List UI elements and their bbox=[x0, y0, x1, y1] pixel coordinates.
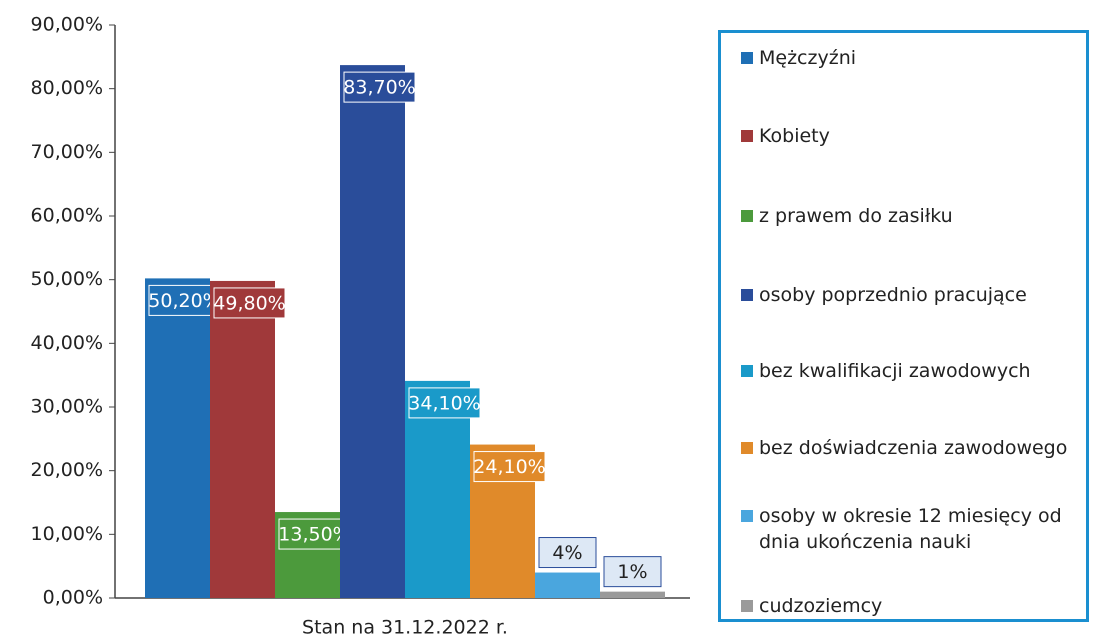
legend-label: osoby w okresie 12 miesięcy od dnia ukoń… bbox=[759, 505, 1062, 553]
data-label: 13,50% bbox=[278, 524, 350, 546]
legend: Mężczyźni Kobiety z prawem do zasiłku osoby… bbox=[718, 30, 1089, 622]
legend-swatch bbox=[741, 210, 753, 222]
legend-label: bez doświadczenia zawodowego bbox=[759, 437, 1068, 459]
data-label: 1% bbox=[617, 561, 647, 583]
legend-entry: Mężczyźni bbox=[741, 45, 1099, 71]
y-tick-label: 90,00% bbox=[31, 14, 103, 36]
data-label-box bbox=[213, 287, 286, 319]
x-tick-label: Stan na 31.12.2022 r. bbox=[302, 617, 508, 639]
legend-label: bez kwalifikacji zawodowych bbox=[759, 360, 1031, 382]
data-label-box bbox=[343, 71, 416, 103]
legend-label: cudzoziemcy bbox=[759, 595, 883, 617]
y-tick-label: 0,00% bbox=[43, 587, 103, 609]
legend-entry: cudzoziemcy bbox=[741, 593, 1099, 619]
data-label: 83,70% bbox=[343, 77, 415, 99]
data-label: 34,10% bbox=[408, 392, 480, 414]
legend-swatch bbox=[741, 52, 753, 64]
bar bbox=[600, 591, 665, 598]
y-tick-label: 30,00% bbox=[31, 396, 103, 418]
y-tick-label: 50,00% bbox=[31, 268, 103, 290]
data-label-box bbox=[538, 537, 597, 569]
data-label-box bbox=[408, 387, 481, 419]
legend-entry: osoby w okresie 12 miesięcy od dnia ukoń… bbox=[741, 503, 1099, 555]
y-tick-label: 10,00% bbox=[31, 523, 103, 545]
legend-swatch bbox=[741, 365, 753, 377]
chart: 0,00% 10,00% 20,00% 30,00% 40,00% 50,00% 60,00… bbox=[31, 14, 690, 639]
bar bbox=[535, 572, 600, 598]
data-label-box bbox=[278, 518, 351, 550]
y-tick-label: 20,00% bbox=[31, 459, 103, 481]
data-label: 49,80% bbox=[213, 292, 285, 314]
legend-entry: bez kwalifikacji zawodowych bbox=[741, 358, 1099, 384]
data-label: 24,10% bbox=[473, 456, 545, 478]
y-tick-label: 70,00% bbox=[31, 141, 103, 163]
bar bbox=[145, 278, 210, 598]
legend-label: Mężczyźni bbox=[759, 47, 857, 69]
y-tick-label: 40,00% bbox=[31, 332, 103, 354]
legend-entry: osoby poprzednio pracujące bbox=[741, 282, 1099, 308]
legend-swatch bbox=[741, 600, 753, 612]
bar bbox=[340, 65, 405, 599]
legend-swatch bbox=[741, 510, 753, 522]
y-tick-label: 60,00% bbox=[31, 205, 103, 227]
data-label-box bbox=[148, 284, 221, 316]
legend-label: z prawem do zasiłku bbox=[759, 205, 953, 227]
y-tick-label: 80,00% bbox=[31, 77, 103, 99]
legend-label: Kobiety bbox=[759, 125, 830, 147]
data-label: 4% bbox=[552, 542, 582, 564]
data-label-box bbox=[473, 451, 546, 483]
bar bbox=[210, 280, 275, 598]
legend-swatch bbox=[741, 130, 753, 142]
legend-entry: Kobiety bbox=[741, 123, 1099, 149]
legend-swatch bbox=[741, 289, 753, 301]
legend-entry: bez doświadczenia zawodowego bbox=[741, 435, 1099, 461]
legend-entry: z prawem do zasiłku bbox=[741, 203, 1099, 229]
data-label: 50,20% bbox=[148, 290, 220, 312]
legend-label: osoby poprzednio pracujące bbox=[759, 284, 1027, 306]
legend-swatch bbox=[741, 442, 753, 454]
data-label-box bbox=[603, 556, 662, 588]
